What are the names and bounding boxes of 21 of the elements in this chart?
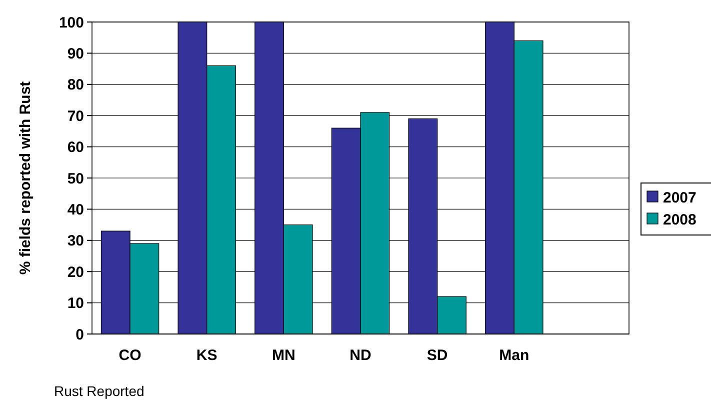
legend-label: 2007	[663, 189, 696, 206]
y-tick-label: 40	[67, 201, 84, 218]
x-tick-label: CO	[118, 347, 142, 364]
y-axis-title: % fields reported with Rust	[17, 81, 34, 275]
y-tick-label: 90	[67, 45, 84, 62]
y-tick-label: 60	[67, 139, 84, 156]
y-tick-label: 70	[67, 108, 84, 125]
text: Rust Reported	[54, 383, 144, 399]
y-tick-label: 30	[67, 232, 84, 250]
y-tick-label: 20	[67, 264, 84, 281]
y-tick-label: 80	[67, 76, 84, 94]
y-tick-label: 10	[67, 295, 84, 312]
x-tick-label: ND	[350, 347, 372, 364]
y-tick-label: 100	[58, 14, 84, 32]
legend-label: 2008	[663, 211, 696, 228]
x-tick-label: Man	[499, 347, 530, 364]
x-tick-label: MN	[272, 347, 296, 364]
y-tick-label: 50	[67, 170, 84, 188]
x-tick-label: SD	[426, 347, 448, 364]
x-tick-label: KS	[196, 347, 218, 364]
y-tick-label: 0	[76, 326, 84, 344]
